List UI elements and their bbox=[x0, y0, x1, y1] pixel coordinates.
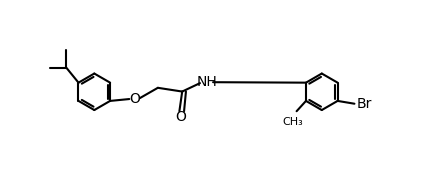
Text: NH: NH bbox=[196, 75, 217, 89]
Text: Br: Br bbox=[356, 97, 372, 111]
Text: O: O bbox=[129, 92, 140, 106]
Text: O: O bbox=[175, 110, 186, 124]
Text: CH₃: CH₃ bbox=[283, 117, 303, 127]
